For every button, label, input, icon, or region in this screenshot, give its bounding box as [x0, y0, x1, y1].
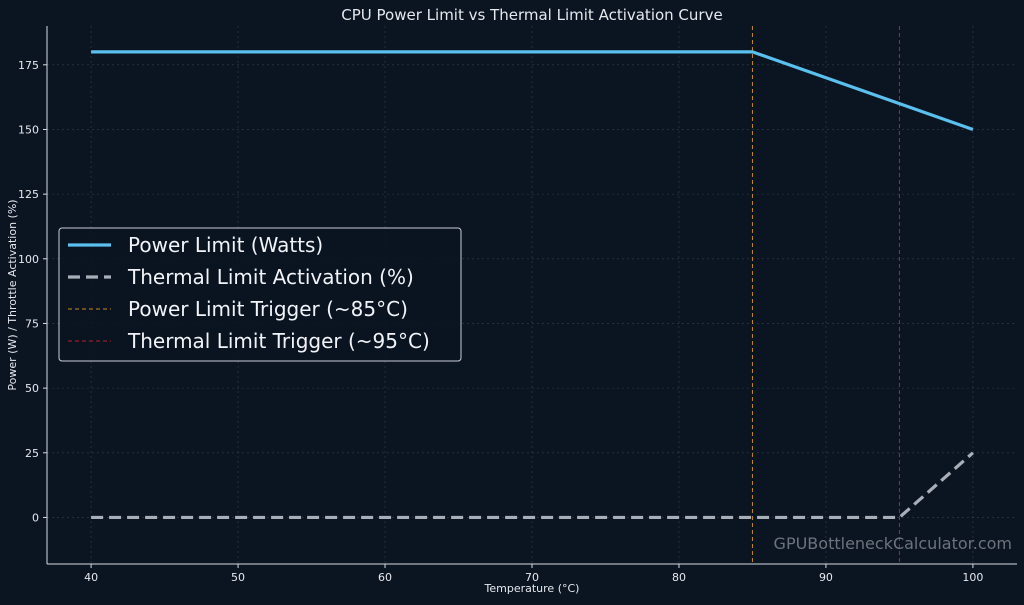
y-tick-label: 125	[18, 188, 39, 201]
y-tick-label: 75	[25, 317, 39, 330]
y-tick-label: 50	[25, 382, 39, 395]
x-axis-label: Temperature (°C)	[484, 582, 580, 595]
x-tick-label: 40	[84, 571, 98, 584]
y-axis-label: Power (W) / Throttle Activation (%)	[6, 199, 19, 390]
legend: Power Limit (Watts) Thermal Limit Activat…	[58, 227, 462, 362]
chart-title: CPU Power Limit vs Thermal Limit Activat…	[341, 6, 722, 24]
thermal-activation-series-line	[91, 451, 974, 520]
legend-item-thermal-trigger-label: Thermal Limit Trigger (~95°C)	[127, 329, 430, 353]
legend-item-power-limit-label: Power Limit (Watts)	[128, 233, 323, 257]
legend-item-thermal-activation-label: Thermal Limit Activation (%)	[127, 265, 414, 289]
y-tick-label: 175	[18, 59, 39, 72]
legend-box	[58, 227, 462, 362]
x-tick-label: 100	[962, 571, 983, 584]
legend-item-power-trigger-label: Power Limit Trigger (~85°C)	[128, 297, 408, 321]
x-tick-label: 50	[231, 571, 245, 584]
x-tick-label: 90	[819, 571, 833, 584]
y-tick-label: 100	[18, 253, 39, 266]
x-tick-label: 70	[525, 571, 539, 584]
power-limit-series-line	[91, 50, 974, 131]
y-tick-label: 25	[25, 447, 39, 460]
watermark-text: GPUBottleneckCalculator.com	[773, 534, 1012, 553]
x-tick-label: 80	[672, 571, 686, 584]
y-tick-label: 0	[32, 511, 39, 524]
x-tick-label: 60	[378, 571, 392, 584]
y-tick-label: 150	[18, 123, 39, 136]
